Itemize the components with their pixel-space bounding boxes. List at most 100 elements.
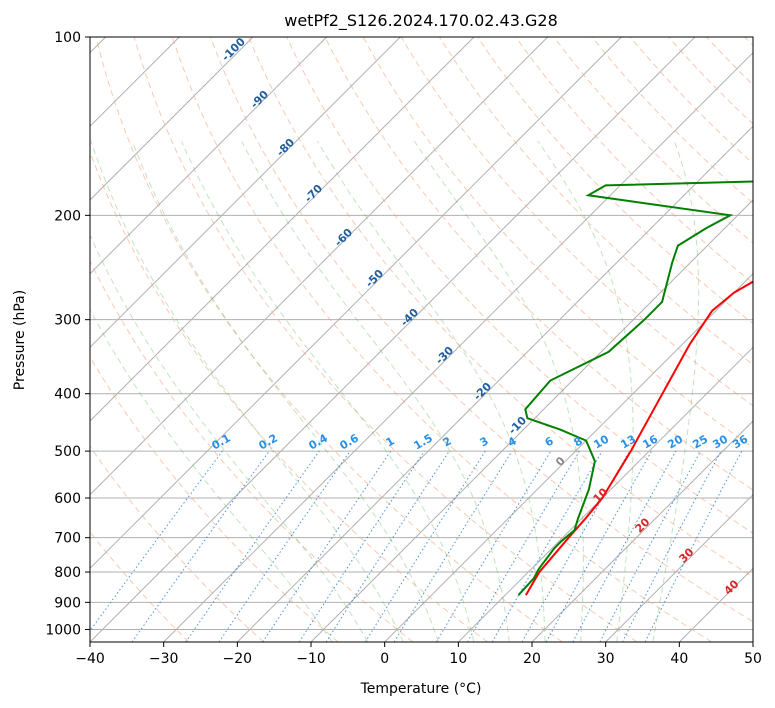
y-tick-label: 200 xyxy=(54,208,81,224)
moist-adiabat xyxy=(537,141,634,642)
x-tick-label: −10 xyxy=(296,651,326,667)
moist-adiabat xyxy=(131,141,439,642)
mixing-ratio-line xyxy=(325,450,450,642)
moist-adiabat-label: 20 xyxy=(633,515,653,535)
x-tick-label: −30 xyxy=(149,651,179,667)
dry-adiabat xyxy=(706,37,753,86)
dry-adiabat xyxy=(210,37,753,623)
mixing-ratio-label: 36 xyxy=(730,432,750,451)
isotherm-line xyxy=(90,37,254,201)
mixing-ratio-label: 16 xyxy=(640,432,660,451)
mixing-ratio-line xyxy=(90,450,223,632)
axis-ticks: −40 −30 −20 −10 0 10 20 30 40 5010020030040050060… xyxy=(45,30,762,667)
mixing-ratio-label: 8 xyxy=(572,434,585,449)
mixing-ratio-label: 30 xyxy=(710,432,730,451)
mixing-ratio-label: 20 xyxy=(665,432,685,451)
moist-adiabat xyxy=(317,141,546,642)
dry-adiabat xyxy=(90,531,190,642)
dry-adiabat-label: -30 xyxy=(433,344,456,367)
mixing-ratio-line xyxy=(572,450,677,642)
isotherm-line xyxy=(457,346,753,642)
isotherm-line xyxy=(384,272,753,642)
mixing-ratio-label: 10 xyxy=(591,432,611,451)
mixing-ratio-line xyxy=(644,450,743,642)
moist-adiabat-label: 30 xyxy=(677,545,697,565)
moist-adiabat xyxy=(90,308,333,642)
isotherm-line xyxy=(90,37,475,422)
dewpoint-profile-line xyxy=(517,180,753,596)
x-tick-label: 20 xyxy=(523,651,541,667)
x-tick-label: 50 xyxy=(744,651,762,667)
mixing-ratio-line xyxy=(131,450,270,642)
isotherm-line xyxy=(90,37,401,349)
moist-adiabat xyxy=(90,141,404,642)
dry-adiabat xyxy=(553,37,753,244)
mixing-ratio-label: 0.4 xyxy=(307,431,331,452)
isotherm-line xyxy=(90,37,328,275)
y-tick-label: 400 xyxy=(54,387,81,403)
dry-adiabat xyxy=(90,150,488,642)
dry-adiabat xyxy=(90,445,264,642)
dry-adiabat xyxy=(515,37,753,284)
mixing-ratio-label: 1 xyxy=(384,434,397,449)
y-tick-label: 600 xyxy=(54,491,81,507)
dry-adiabat xyxy=(90,356,339,642)
isotherm-line xyxy=(605,493,753,642)
mixing-ratio-line xyxy=(435,450,552,642)
y-tick-label: 100 xyxy=(54,30,81,46)
y-tick-label: 700 xyxy=(54,531,81,547)
y-axis-label: Pressure (hPa) xyxy=(12,290,28,390)
x-tick-label: 40 xyxy=(670,651,688,667)
y-tick-label: 800 xyxy=(54,565,81,581)
mixing-ratio-label: 13 xyxy=(618,433,638,452)
dry-adiabat-label: -50 xyxy=(363,267,386,290)
dry-adiabat-label: -20 xyxy=(471,380,494,403)
moist-adiabat xyxy=(181,141,475,642)
dry-adiabat xyxy=(324,37,753,491)
moist-adiabat xyxy=(241,141,510,642)
isotherm-line xyxy=(752,641,753,642)
x-tick-label: −20 xyxy=(223,651,253,667)
x-tick-label: 10 xyxy=(449,651,467,667)
dry-adiabat xyxy=(133,37,638,642)
isotherm-line xyxy=(531,420,753,642)
isotherm-line xyxy=(310,199,753,642)
moist-adiabat xyxy=(652,141,700,642)
x-axis-label: Temperature (°C) xyxy=(360,681,482,697)
mixing-ratio-line xyxy=(298,450,425,642)
dry-adiabat-label: -80 xyxy=(274,136,297,159)
mixing-ratio-line xyxy=(218,450,351,642)
data-series xyxy=(517,180,753,596)
y-tick-label: 1000 xyxy=(45,622,81,638)
dry-adiabat-label: -60 xyxy=(332,226,355,249)
isotherm-line xyxy=(90,37,622,570)
plot-area xyxy=(90,37,753,642)
isotherm-line xyxy=(236,125,753,642)
dry-adiabat xyxy=(744,37,753,47)
temperature-profile-line xyxy=(525,280,753,596)
dry-adiabat xyxy=(90,259,414,642)
mixing-ratio-label: 0.6 xyxy=(338,431,362,452)
y-tick-label: 900 xyxy=(54,595,81,611)
x-tick-label: 0 xyxy=(380,651,389,667)
dry-adiabat-label: -90 xyxy=(248,88,271,111)
plot-frame xyxy=(89,36,754,643)
x-tick-label: 30 xyxy=(597,651,615,667)
y-tick-label: 300 xyxy=(54,313,81,329)
mixing-ratio-line xyxy=(393,450,513,642)
dry-adiabat-label: -10 xyxy=(506,414,529,437)
dry-adiabat-label: -40 xyxy=(398,306,421,329)
dry-adiabat xyxy=(171,37,712,642)
isotherm-line xyxy=(90,37,696,642)
mixing-ratio-line xyxy=(185,450,320,642)
chart-title: wetPf2_S126.2024.170.02.43.G28 xyxy=(284,11,558,31)
isotherm-line xyxy=(163,51,753,642)
mixing-ratio-label: 6 xyxy=(543,434,556,449)
dry-adiabat xyxy=(95,37,563,642)
x-tick-label: −40 xyxy=(75,651,105,667)
moist-adiabat xyxy=(90,233,369,642)
mixing-ratio-line xyxy=(262,450,392,642)
y-tick-label: 500 xyxy=(54,444,81,460)
mixing-ratio-line xyxy=(364,450,486,642)
